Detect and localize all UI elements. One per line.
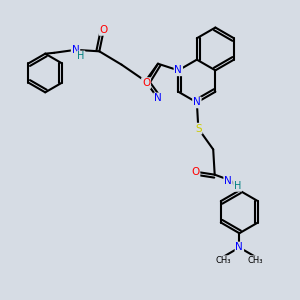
Text: H: H [77,51,85,62]
Text: N: N [224,176,232,186]
Text: CH₃: CH₃ [215,256,231,265]
Text: N: N [174,65,182,75]
Text: CH₃: CH₃ [248,256,263,265]
Text: S: S [195,124,202,134]
Text: N: N [236,242,243,253]
Text: O: O [191,167,200,177]
Text: N: N [154,93,162,103]
Text: O: O [142,78,150,88]
Text: O: O [100,25,108,35]
Text: N: N [193,98,201,107]
Text: N: N [72,45,80,55]
Text: H: H [234,181,241,191]
